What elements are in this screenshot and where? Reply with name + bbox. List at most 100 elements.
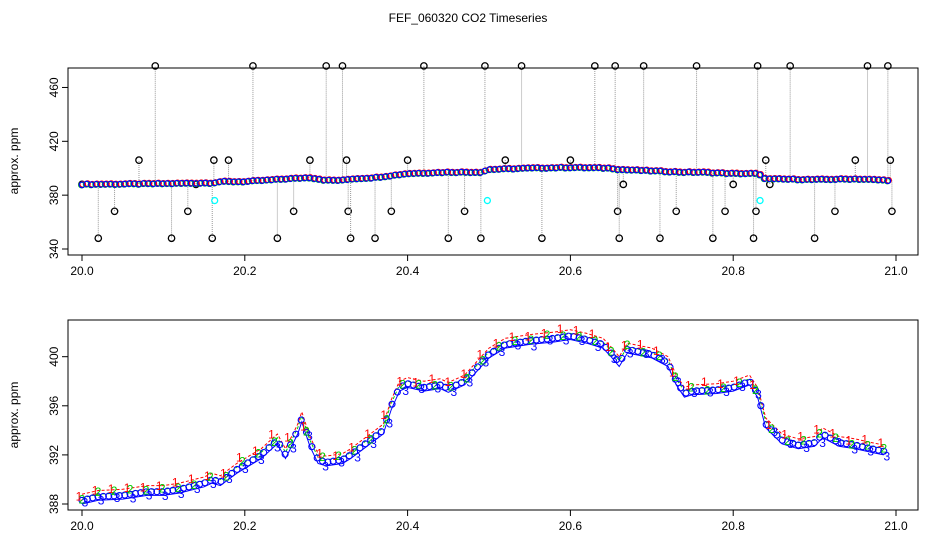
series-3-label: 3 (130, 491, 137, 505)
series-point-blue (762, 421, 770, 429)
series-1-label: 1 (332, 449, 339, 463)
series-1-label: 1 (685, 378, 692, 392)
series-1-label: 1 (124, 481, 131, 495)
series-point-blue (110, 492, 118, 500)
series-2-label: 2 (303, 425, 310, 439)
series-2-label: 2 (672, 370, 679, 384)
series-1-label: 1 (348, 441, 355, 455)
series-1-label: 1 (188, 472, 195, 486)
series-3-label: 3 (258, 453, 265, 467)
series-3-label: 3 (467, 375, 474, 389)
series-2-label: 2 (271, 435, 278, 449)
series-point-blue (842, 440, 850, 448)
series-2-label: 2 (576, 329, 583, 343)
series-point-blue (142, 488, 150, 496)
series-2-label: 2 (768, 422, 775, 436)
series-1-label: 1 (76, 490, 83, 504)
top-x-tick-label: 20.0 (70, 264, 94, 278)
series-1-label: 1 (412, 375, 419, 389)
spike-point (656, 234, 664, 243)
series-point-blue (318, 457, 327, 465)
bottom-y-axis-label: approx. ppm (7, 382, 21, 449)
series-3-label: 3 (771, 425, 778, 439)
series-3-label: 3 (643, 347, 650, 361)
series-1-label: 1 (477, 347, 484, 361)
spike-point (613, 207, 622, 216)
series-2-label: 2 (848, 437, 855, 451)
series-1-label: 1 (653, 344, 660, 358)
series-point-blue (703, 386, 711, 394)
series-point-blue (158, 488, 166, 496)
series-point-blue (431, 382, 439, 390)
series-point-blue (153, 488, 161, 496)
bottom-x-tick-label: 20.6 (559, 519, 583, 533)
series-point-blue (767, 426, 776, 434)
series-3-label: 3 (531, 339, 538, 353)
bottom-x-tick-label: 20.0 (70, 519, 94, 533)
series-point-blue (308, 443, 316, 451)
series-2-label: 2 (592, 334, 599, 348)
spike-point (692, 62, 701, 70)
series-1-label: 1 (300, 419, 307, 433)
top-x-tick-label: 21.0 (884, 264, 908, 278)
series-point-blue (393, 388, 401, 396)
series-2-label: 2 (624, 338, 631, 352)
series-3-label: 3 (739, 380, 746, 394)
series-point-blue (115, 492, 123, 500)
series-point-blue (254, 452, 262, 461)
series-2-label: 2 (832, 431, 839, 445)
series-3-label: 3 (883, 449, 890, 463)
series-1-label: 1 (589, 327, 596, 341)
spike-point (810, 234, 819, 243)
series-point-blue (351, 448, 359, 456)
spike-point (183, 207, 192, 216)
series-point-blue (463, 375, 471, 383)
spike-point (753, 62, 762, 70)
spike-point (444, 234, 453, 243)
series-1-label: 1 (444, 375, 451, 389)
spike-point (884, 62, 892, 70)
series-point-blue (276, 440, 284, 449)
series-1-label: 1 (108, 482, 115, 496)
spike-point (749, 234, 758, 243)
series-1-label: 1 (252, 444, 259, 458)
series-1-label: 1 (172, 476, 179, 490)
series-2-label: 2 (415, 377, 422, 391)
bottom-x-tick-label: 21.0 (884, 519, 908, 533)
series-point-blue (719, 385, 727, 393)
series-2-label: 2 (207, 470, 214, 484)
spike-point (477, 234, 485, 243)
spike-point (863, 62, 872, 70)
series-1-label: 1 (396, 374, 403, 388)
series-3-label: 3 (851, 442, 858, 456)
series-point-blue (388, 400, 396, 408)
series-point-blue (425, 382, 433, 391)
spike-point (886, 156, 895, 165)
series-point-blue (794, 441, 802, 449)
series-1-label: 1 (380, 408, 387, 422)
series-2-label: 2 (143, 483, 150, 497)
series-point-blue (554, 334, 562, 342)
series-1-label: 1 (268, 427, 275, 441)
series-point-blue (650, 351, 658, 359)
top-y-tick-label: 420 (47, 131, 61, 151)
series-2-label: 2 (656, 349, 663, 363)
series-2-label: 2 (191, 478, 198, 492)
bottom-plot-marks: 1231231231231231231231231231231231231231… (76, 322, 891, 509)
spike-point (420, 62, 428, 70)
series-1-label: 1 (92, 483, 99, 497)
series-point-blue (249, 456, 257, 464)
bottom-y-tick-label: 388 (47, 494, 61, 514)
series-3-label: 3 (82, 495, 89, 509)
series-point-blue (602, 343, 610, 352)
spike-point (167, 234, 176, 243)
series-point-blue (206, 476, 214, 484)
series-point-blue (826, 434, 834, 442)
series-1-label: 1 (861, 433, 868, 447)
spike-point (387, 207, 396, 216)
bottom-x-axis: 20.0 20.2 20.4 20.6 20.8 21.0 (70, 510, 908, 533)
series-1-line (81, 329, 884, 495)
series-1-label: 1 (717, 377, 724, 391)
series-2-label: 2 (223, 469, 230, 483)
